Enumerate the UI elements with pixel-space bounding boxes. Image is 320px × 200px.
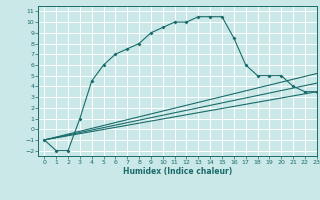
- X-axis label: Humidex (Indice chaleur): Humidex (Indice chaleur): [123, 167, 232, 176]
